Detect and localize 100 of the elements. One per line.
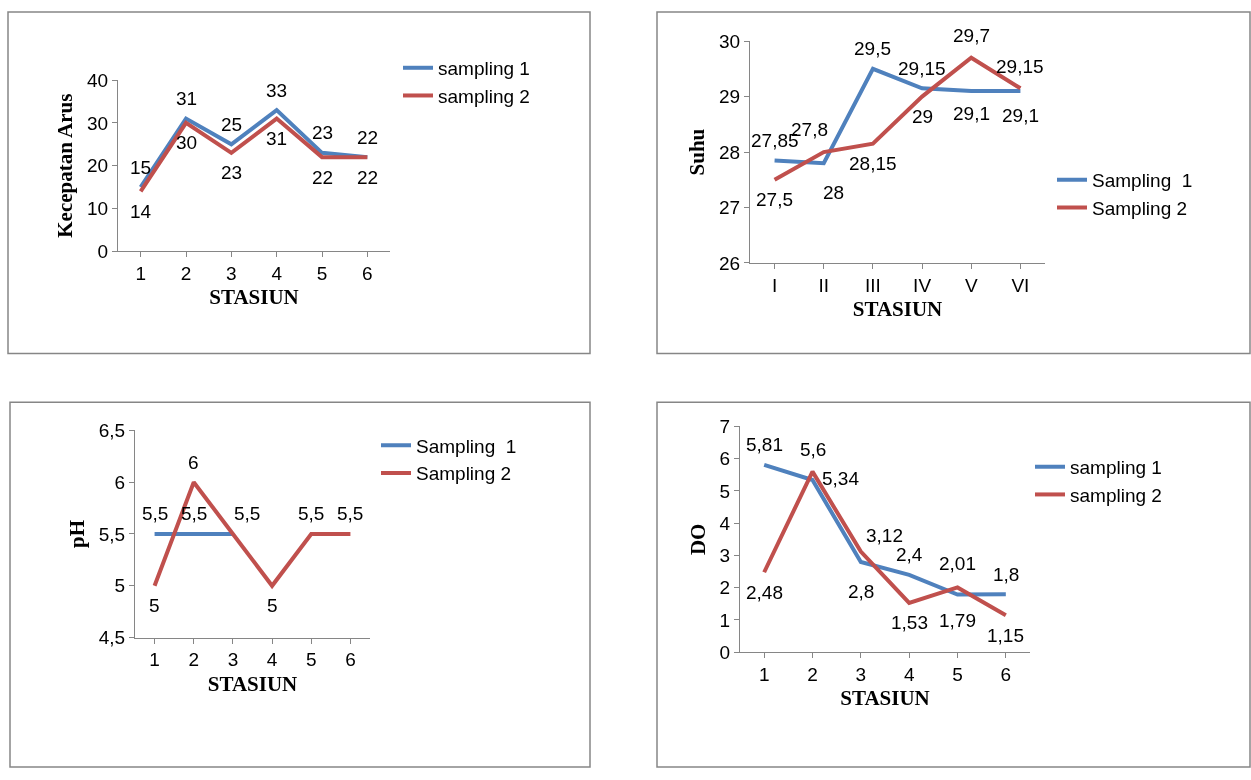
y-tick-label: 4,5 (98, 627, 126, 649)
x-tick-label: 4 (271, 263, 283, 285)
y-axis-title: DO (685, 523, 710, 556)
x-tick-label: VI (1011, 274, 1030, 296)
data-label: 2,8 (848, 581, 875, 602)
y-tick-label: 5,5 (98, 523, 126, 545)
data-label: 22 (312, 167, 334, 188)
data-label: 1,8 (993, 564, 1020, 585)
data-label: 5,5 (142, 503, 169, 524)
y-tick-label: 29 (719, 86, 741, 108)
x-tick-label: 5 (305, 649, 317, 671)
y-tick-label: 10 (87, 198, 109, 220)
y-tick-label: 7 (719, 416, 731, 438)
x-axis-title: STASIUN (852, 297, 943, 321)
data-label: 22 (357, 127, 379, 148)
x-tick-label: IV (913, 274, 932, 296)
legend-label: sampling 2 (438, 85, 530, 107)
data-label: 5,5 (234, 503, 261, 524)
data-label: 1,79 (939, 610, 976, 631)
data-label: 28,15 (849, 153, 897, 174)
legend-label: Sampling 1 (416, 435, 517, 457)
x-tick-label: 4 (266, 649, 278, 671)
data-label: 15 (130, 157, 152, 178)
data-label: 29,5 (854, 38, 891, 59)
y-tick-label: 6,5 (98, 420, 126, 442)
data-label: 5 (149, 595, 160, 616)
data-label: 1,53 (891, 612, 928, 633)
legend-label: sampling 1 (438, 58, 530, 80)
data-label: 29,1 (1002, 105, 1039, 126)
data-label: 6 (188, 452, 199, 473)
y-tick-label: 6 (114, 471, 126, 493)
x-axis-title: STASIUN (207, 671, 298, 696)
y-tick-label: 26 (719, 252, 741, 274)
x-tick-label: 1 (758, 664, 770, 686)
x-tick-label: 4 (903, 664, 915, 686)
x-tick-label: 3 (855, 664, 867, 686)
data-label: 5,81 (746, 434, 783, 455)
y-tick-label: 6 (719, 448, 731, 470)
x-tick-label: 2 (180, 263, 192, 285)
data-label: 23 (221, 162, 243, 183)
data-label: 22 (357, 167, 379, 188)
y-tick-label: 0 (719, 641, 731, 663)
data-label: 14 (130, 201, 152, 222)
data-label: 25 (221, 114, 243, 135)
y-tick-label: 27 (719, 197, 741, 219)
data-label: 5,5 (298, 503, 325, 524)
legend-label: sampling 2 (1070, 484, 1162, 506)
data-label: 29,15 (996, 56, 1044, 77)
y-tick-label: 30 (719, 30, 741, 52)
data-label: 23 (312, 122, 334, 143)
y-axis-title: Kecepatan Arus (53, 93, 78, 238)
legend-label: sampling 1 (1070, 457, 1162, 479)
data-label: 5 (267, 595, 278, 616)
x-tick-label: 3 (226, 263, 237, 285)
data-label: 2,4 (896, 544, 923, 565)
data-label: 5,6 (800, 439, 827, 460)
y-axis-title: Suhu (685, 128, 710, 176)
data-label: 5,34 (822, 468, 860, 489)
data-label: 29 (912, 106, 934, 127)
y-tick-label: 28 (719, 141, 741, 163)
y-tick-label: 5 (719, 480, 731, 502)
x-tick-label: I (771, 274, 778, 296)
x-tick-label: 6 (345, 649, 356, 671)
y-tick-label: 0 (97, 240, 109, 262)
y-tick-label: 30 (87, 112, 109, 134)
data-label: 29,1 (953, 103, 990, 124)
data-label: 29,15 (898, 58, 946, 79)
data-label: 1,15 (987, 625, 1024, 646)
y-tick-label: 4 (719, 512, 731, 534)
data-label: 27,5 (756, 189, 793, 210)
legend-label: Sampling 2 (1092, 197, 1188, 219)
data-label: 31 (176, 88, 198, 109)
x-tick-label: 3 (227, 649, 239, 671)
x-tick-label: II (818, 274, 830, 296)
x-tick-label: 5 (952, 664, 963, 686)
x-tick-label: 2 (807, 664, 818, 686)
data-label: 31 (266, 128, 288, 149)
data-label: 2,48 (746, 582, 783, 603)
data-label: 30 (176, 132, 198, 153)
data-label: 28 (823, 182, 845, 203)
data-label: 5,5 (337, 503, 364, 524)
x-tick-label: 1 (149, 649, 160, 671)
y-tick-label: 5 (114, 575, 126, 597)
data-label: 29,7 (953, 25, 990, 46)
x-axis-title: STASIUN (209, 285, 299, 310)
data-label: 3,12 (866, 525, 903, 546)
x-tick-label: 6 (1000, 664, 1012, 686)
legend-label: Sampling 1 (1092, 170, 1193, 192)
x-tick-label: 6 (362, 263, 373, 285)
x-tick-label: V (964, 274, 978, 296)
y-axis-title: pH (64, 519, 89, 549)
x-tick-label: III (865, 274, 881, 296)
y-tick-label: 3 (719, 545, 731, 567)
x-tick-label: 5 (316, 263, 328, 285)
legend-label: Sampling 2 (416, 463, 512, 485)
y-tick-label: 40 (87, 69, 109, 91)
data-label: 5,5 (181, 503, 208, 524)
x-tick-label: 2 (188, 649, 200, 671)
y-tick-label: 20 (87, 155, 109, 177)
y-tick-label: 1 (719, 609, 731, 631)
